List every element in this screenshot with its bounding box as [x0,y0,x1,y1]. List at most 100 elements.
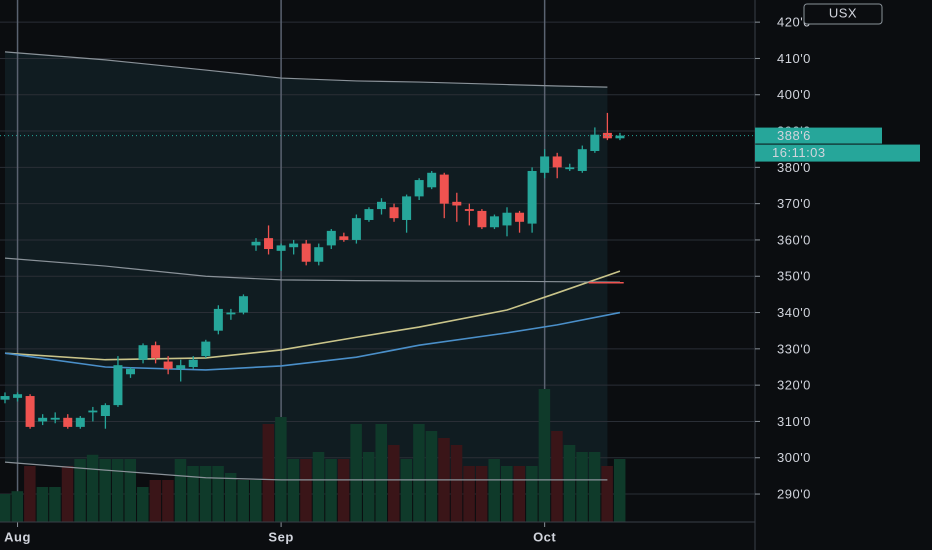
volume-bar [275,417,287,522]
volume-bar [99,459,111,522]
candle-body [364,209,374,220]
indicator-line [4,51,608,88]
candle-body [527,170,537,224]
y-tick-label: 400'0 [777,87,811,102]
volume-bar [287,459,300,522]
y-tick-label: 300'0 [777,450,811,465]
volume-bar [350,424,362,522]
volume-bar [111,459,124,522]
y-tick-label: 310'0 [777,414,811,429]
volume-bar [425,431,438,522]
volume-bar [588,452,601,522]
volume-bar [24,466,36,522]
price-label: 388'6 [777,128,811,143]
candle-body [602,132,612,139]
price-box [755,127,882,144]
candle-body [615,135,625,139]
candle-body [213,308,223,331]
volume-bar [149,480,162,522]
volume-bar [601,466,613,522]
volume-bar [187,466,199,522]
candle-body [464,209,474,211]
volume-bar [199,466,212,522]
y-tick-label: 330'0 [777,341,811,356]
volume-bar [388,445,400,522]
candle-body [489,216,499,228]
candle-body [251,241,261,246]
candle-body [590,134,600,152]
volume-bar [362,452,375,522]
candle-body [427,172,437,188]
y-tick-label: 350'0 [777,269,811,284]
countdown-box [755,144,920,162]
indicator-line [4,461,608,481]
volume-bar [174,459,187,522]
candle-body [326,230,336,246]
candle-body [113,365,123,406]
volume-bar [463,466,475,522]
candle-body [565,167,575,170]
x-tick-label: Aug [4,529,31,544]
volume-bar [212,466,224,522]
y-tick-label: 290'0 [777,486,811,501]
candle-body [176,365,186,369]
candle-body [138,345,148,360]
y-tick-label: 410'0 [777,51,811,66]
band-fill [5,51,608,480]
candle-body [540,156,550,173]
candle-body [0,396,10,400]
candle-body [50,417,60,420]
candle-body [238,296,248,313]
volume-bar [501,466,513,522]
candle-body [63,417,73,427]
candle-body [351,218,361,240]
indicator-line [4,311,621,371]
volume-bar [36,487,49,522]
volume-bar [488,459,500,522]
volume-bar [74,459,86,522]
volume-bar [613,459,626,522]
volume-bar [312,452,325,522]
candle-body [402,196,412,220]
candle-body [515,212,525,222]
y-tick-label: 360'0 [777,232,811,247]
volume-bar [137,487,149,522]
volume-bar [413,424,425,522]
volume-bar [61,466,74,522]
candle-body [25,396,35,427]
candle-body [126,368,135,375]
y-tick-label: 320'0 [777,378,811,393]
candle-body [201,341,211,357]
candle-body [452,201,462,206]
volume-bar [526,466,538,522]
candle-body [414,180,424,197]
volume-bar [124,459,136,522]
volume-bar [576,452,588,522]
candle-body [577,149,587,171]
currency-label: USX [829,5,857,20]
candle-body [301,243,311,262]
volume-bar [237,480,249,522]
volume-bar [0,494,11,522]
volume-bar [400,459,413,522]
candle-body [88,410,98,413]
x-tick-label: Oct [533,529,556,544]
volume-bar [300,459,312,522]
candle-body [13,394,23,398]
candle-body [439,174,449,204]
volume-bar [475,466,488,522]
x-tick-label: Sep [268,529,293,544]
candle-body [276,245,286,251]
candle-body [75,417,85,427]
candle-body [314,247,324,262]
y-tick-label: 340'0 [777,305,811,320]
candle-body [188,359,198,367]
candle-body [151,345,161,358]
candle-body [163,361,173,369]
volume-bar [224,473,237,522]
y-tick-label: 370'0 [777,196,811,211]
volume-bar [551,431,563,522]
candle-body [289,243,299,248]
candle-body [502,212,512,226]
candle-body [38,417,48,422]
